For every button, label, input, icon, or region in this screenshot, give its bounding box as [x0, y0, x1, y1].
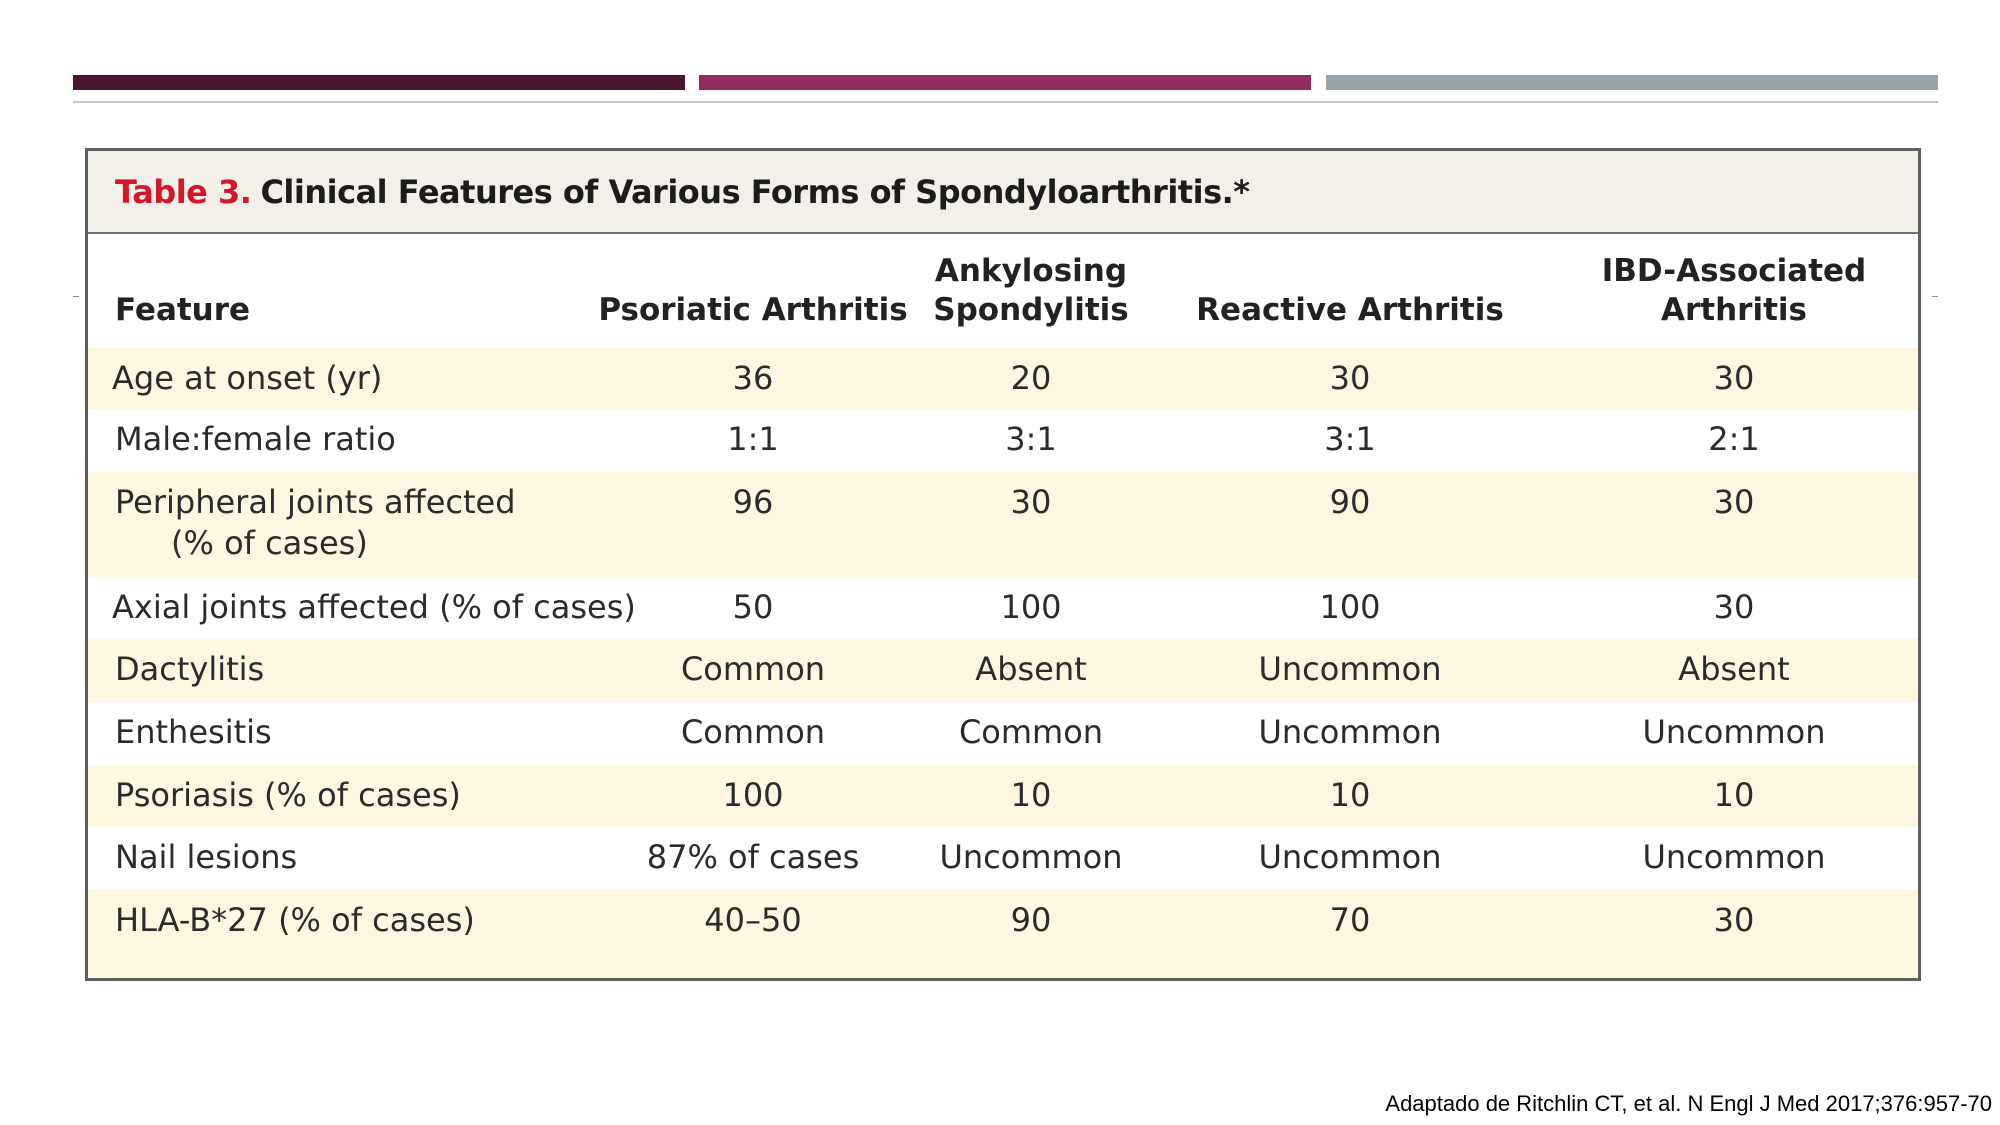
table-header-row: Feature Psoriatic Arthritis Ankylosing S… [88, 234, 1918, 348]
cell-ibd: Uncommon [1642, 713, 1826, 751]
cell-psoriatic: 40–50 [704, 901, 802, 939]
cell-ibd: Uncommon [1642, 838, 1826, 876]
table-row: HLA-B*27 (% of cases) 40–50 90 70 30 [88, 890, 1918, 977]
table-row: Psoriasis (% of cases) 100 10 10 10 [88, 765, 1918, 827]
row-feature: Axial joints affected (% of cases) [112, 588, 636, 626]
row-feature: HLA-B*27 (% of cases) [115, 901, 475, 939]
table-title: Clinical Features of Various Forms of Sp… [260, 172, 1250, 211]
cell-ibd: 30 [1713, 901, 1755, 939]
cell-ankylosing: Absent [975, 650, 1087, 688]
cell-reactive: 3:1 [1324, 420, 1376, 458]
table-body: Age at onset (yr) 36 20 30 30 Male:femal… [88, 348, 1918, 977]
cell-reactive: Uncommon [1258, 650, 1442, 688]
cell-ankylosing: Common [958, 713, 1104, 751]
cell-ankylosing: 100 [1000, 588, 1062, 626]
cell-ibd: 10 [1713, 776, 1755, 814]
decor-bar-gray [1326, 75, 1938, 90]
cell-reactive: 90 [1329, 483, 1371, 521]
cell-ankylosing: 3:1 [1005, 420, 1057, 458]
row-feature: Dactylitis [115, 650, 265, 688]
row-feature: Nail lesions [115, 838, 298, 876]
cell-psoriatic: 1:1 [727, 420, 779, 458]
decor-bar-dark [73, 75, 685, 90]
header-divider [73, 101, 1938, 103]
cell-ankylosing: 10 [1010, 776, 1052, 814]
cell-reactive: 30 [1329, 359, 1371, 397]
cell-ankylosing: 30 [1010, 483, 1052, 521]
table-row: Peripheral joints affected (% of cases) … [88, 472, 1918, 577]
guide-tick-right [1932, 296, 1938, 297]
cell-ankylosing: 20 [1010, 359, 1052, 397]
cell-psoriatic: 36 [732, 359, 774, 397]
table-row: Axial joints affected (% of cases) 50 10… [88, 577, 1918, 639]
header-reactive-arthritis: Reactive Arthritis [1196, 292, 1504, 328]
source-citation: Adaptado de Ritchlin CT, et al. N Engl J… [1385, 1091, 1992, 1116]
table-row: Dactylitis Common Absent Uncommon Absent [88, 639, 1918, 702]
row-feature: Age at onset (yr) [112, 359, 383, 397]
header-ankylosing-spondylitis: Ankylosing Spondylitis [933, 253, 1129, 328]
cell-ankylosing: 90 [1010, 901, 1052, 939]
table-number: Table 3. [115, 172, 252, 211]
cell-psoriatic: Common [680, 713, 826, 751]
row-feature: Psoriasis (% of cases) [115, 776, 461, 814]
row-feature: Enthesitis [115, 713, 272, 751]
cell-psoriatic: 50 [732, 588, 774, 626]
cell-reactive: 100 [1319, 588, 1381, 626]
cell-ankylosing: Uncommon [939, 838, 1123, 876]
cell-reactive: Uncommon [1258, 713, 1442, 751]
guide-tick-left [73, 296, 79, 297]
cell-psoriatic: 87% of cases [646, 838, 860, 876]
cell-ibd: 30 [1713, 483, 1755, 521]
table-row: Nail lesions 87% of cases Uncommon Uncom… [88, 827, 1918, 890]
table-row: Enthesitis Common Common Uncommon Uncomm… [88, 702, 1918, 765]
row-feature: Male:female ratio [115, 420, 396, 458]
table-row: Age at onset (yr) 36 20 30 30 [88, 348, 1918, 409]
header-psoriatic-arthritis: Psoriatic Arthritis [598, 292, 908, 328]
cell-reactive: Uncommon [1258, 838, 1442, 876]
row-feature: Peripheral joints affected (% of cases) [115, 483, 516, 562]
cell-ibd: Absent [1678, 650, 1790, 688]
header-ibd-associated-arthritis: IBD-Associated Arthritis [1601, 253, 1867, 328]
cell-reactive: 10 [1329, 776, 1371, 814]
cell-reactive: 70 [1329, 901, 1371, 939]
cell-psoriatic: 96 [732, 483, 774, 521]
header-feature: Feature [115, 292, 251, 328]
cell-psoriatic: Common [680, 650, 826, 688]
decor-bar-magenta [699, 75, 1311, 90]
spondyloarthritis-table: Table 3. Clinical Features of Various Fo… [85, 148, 1921, 981]
cell-ibd: 30 [1713, 359, 1755, 397]
table-row: Male:female ratio 1:1 3:1 3:1 2:1 [88, 409, 1918, 472]
cell-ibd: 2:1 [1708, 420, 1760, 458]
table-title-bar: Table 3. Clinical Features of Various Fo… [88, 151, 1918, 234]
cell-ibd: 30 [1713, 588, 1755, 626]
cell-psoriatic: 100 [722, 776, 784, 814]
